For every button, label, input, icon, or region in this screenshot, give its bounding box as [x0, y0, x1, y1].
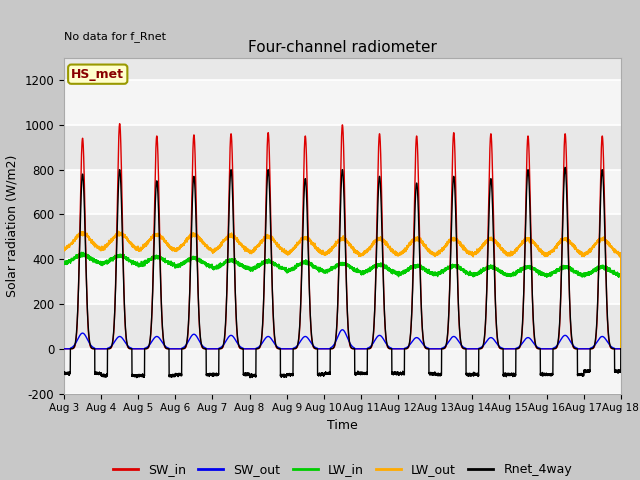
X-axis label: Time: Time: [327, 419, 358, 432]
Text: HS_met: HS_met: [71, 68, 124, 81]
Bar: [64, 259, 621, 304]
Text: No data for f_Rnet: No data for f_Rnet: [64, 31, 166, 42]
Title: Four-channel radiometer: Four-channel radiometer: [248, 40, 437, 55]
Y-axis label: Solar radiation (W/m2): Solar radiation (W/m2): [6, 155, 19, 297]
Legend: SW_in, SW_out, LW_in, LW_out, Rnet_4way: SW_in, SW_out, LW_in, LW_out, Rnet_4way: [108, 458, 577, 480]
Bar: [64, 349, 621, 394]
Bar: [64, 80, 621, 125]
Bar: [64, 169, 621, 215]
